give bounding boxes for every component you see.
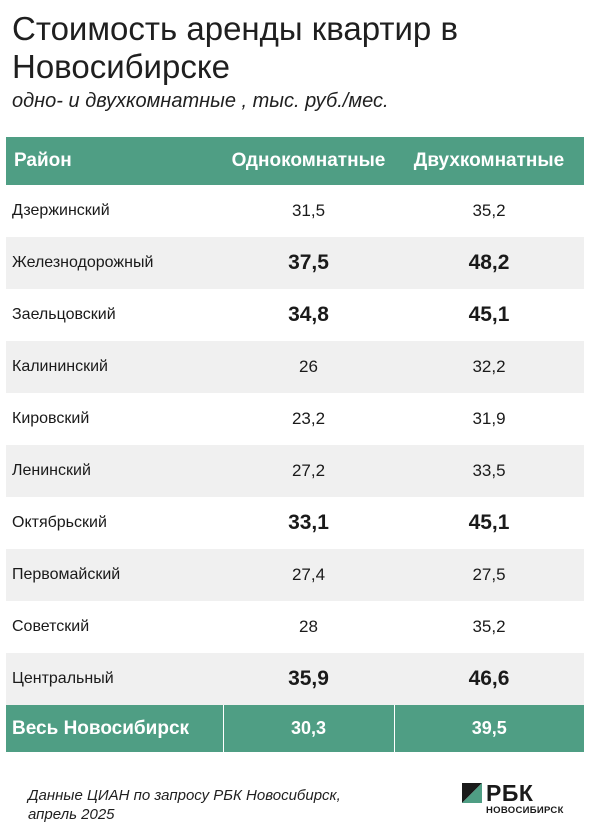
one-room-value: 33,1 [288,511,329,534]
table-row: Ленинский 27,2 33,5 [6,445,584,497]
table-body: Дзержинский 31,5 35,2 Железнодорожный 37,5 48… [6,185,584,705]
two-room-value: 35,2 [472,201,506,220]
one-room-value: 37,5 [288,251,329,274]
one-room-value: 34,8 [288,303,329,326]
district-cell: Октябрьский [12,514,107,531]
two-room-value: 33,5 [472,461,506,480]
district-cell: Первомайский [12,566,121,583]
total-two-room-value: 39,5 [393,705,584,752]
district-cell: Железнодорожный [12,254,154,271]
one-room-value: 27,2 [291,461,326,480]
table-row: Калининский 26 32,2 [6,341,584,393]
table-header-row: Район Однокомнатные Двухкомнатные [6,137,584,185]
table-row: Дзержинский 31,5 35,2 [6,185,584,237]
one-room-value: 28 [299,617,318,636]
table-row: Первомайский 27,4 27,5 [6,549,584,601]
column-header-two-room: Двухкомнатные [413,150,565,171]
district-cell: Кировский [12,410,90,427]
chart-subtitle: одно- и двухкомнатные , тыс. руб./мес. [12,90,389,112]
district-cell: Дзержинский [12,202,110,219]
district-cell: Центральный [12,670,114,687]
one-room-value: 31,5 [291,201,326,220]
district-cell: Калининский [12,358,108,375]
district-cell: Заельцовский [12,306,116,323]
table-row: Центральный 35,9 46,6 [6,653,584,705]
one-room-value: 26 [299,357,318,376]
chart-title: Стоимость аренды квартир в Новосибирске [12,10,458,85]
two-room-value: 32,2 [472,357,506,376]
table-row: Заельцовский 34,8 45,1 [6,289,584,341]
source-note: Данные ЦИАН по запросу РБК Новосибирск, … [28,786,341,824]
logo-name: РБК [486,780,534,806]
two-room-value: 27,5 [472,565,506,584]
total-one-room-value: 30,3 [222,705,394,752]
district-cell: Ленинский [12,462,91,479]
one-room-value: 23,2 [291,409,326,428]
rbc-logo-icon [462,783,482,803]
source-line-1: Данные ЦИАН по запросу РБК Новосибирск, [28,787,341,804]
table-row: Железнодорожный 37,5 48,2 [6,237,584,289]
two-room-value: 31,9 [472,409,506,428]
table-total-row: Весь Новосибирск 30,3 39,5 [6,705,584,752]
rbc-logo: РБК НОВОСИБИРСК [462,780,572,817]
district-cell: Советский [12,618,90,635]
two-room-value: 46,6 [468,667,510,690]
one-room-value: 35,9 [288,667,329,690]
two-room-value: 48,2 [468,251,510,274]
two-room-value: 45,1 [468,511,510,534]
two-room-value: 45,1 [468,303,510,326]
rent-table: Район Однокомнатные Двухкомнатные Дзержи… [6,137,584,752]
source-line-2: апрель 2025 [28,806,115,823]
table-row: Советский 28 35,2 [6,601,584,653]
column-header-district: Район [14,150,72,171]
two-room-value: 35,2 [472,617,506,636]
total-district-label: Весь Новосибирск [12,717,190,739]
table-row: Октябрьский 33,1 45,1 [6,497,584,549]
one-room-value: 27,4 [291,565,326,584]
table-row: Кировский 23,2 31,9 [6,393,584,445]
logo-city: НОВОСИБИРСК [486,805,564,816]
column-header-one-room: Однокомнатные [231,150,386,171]
